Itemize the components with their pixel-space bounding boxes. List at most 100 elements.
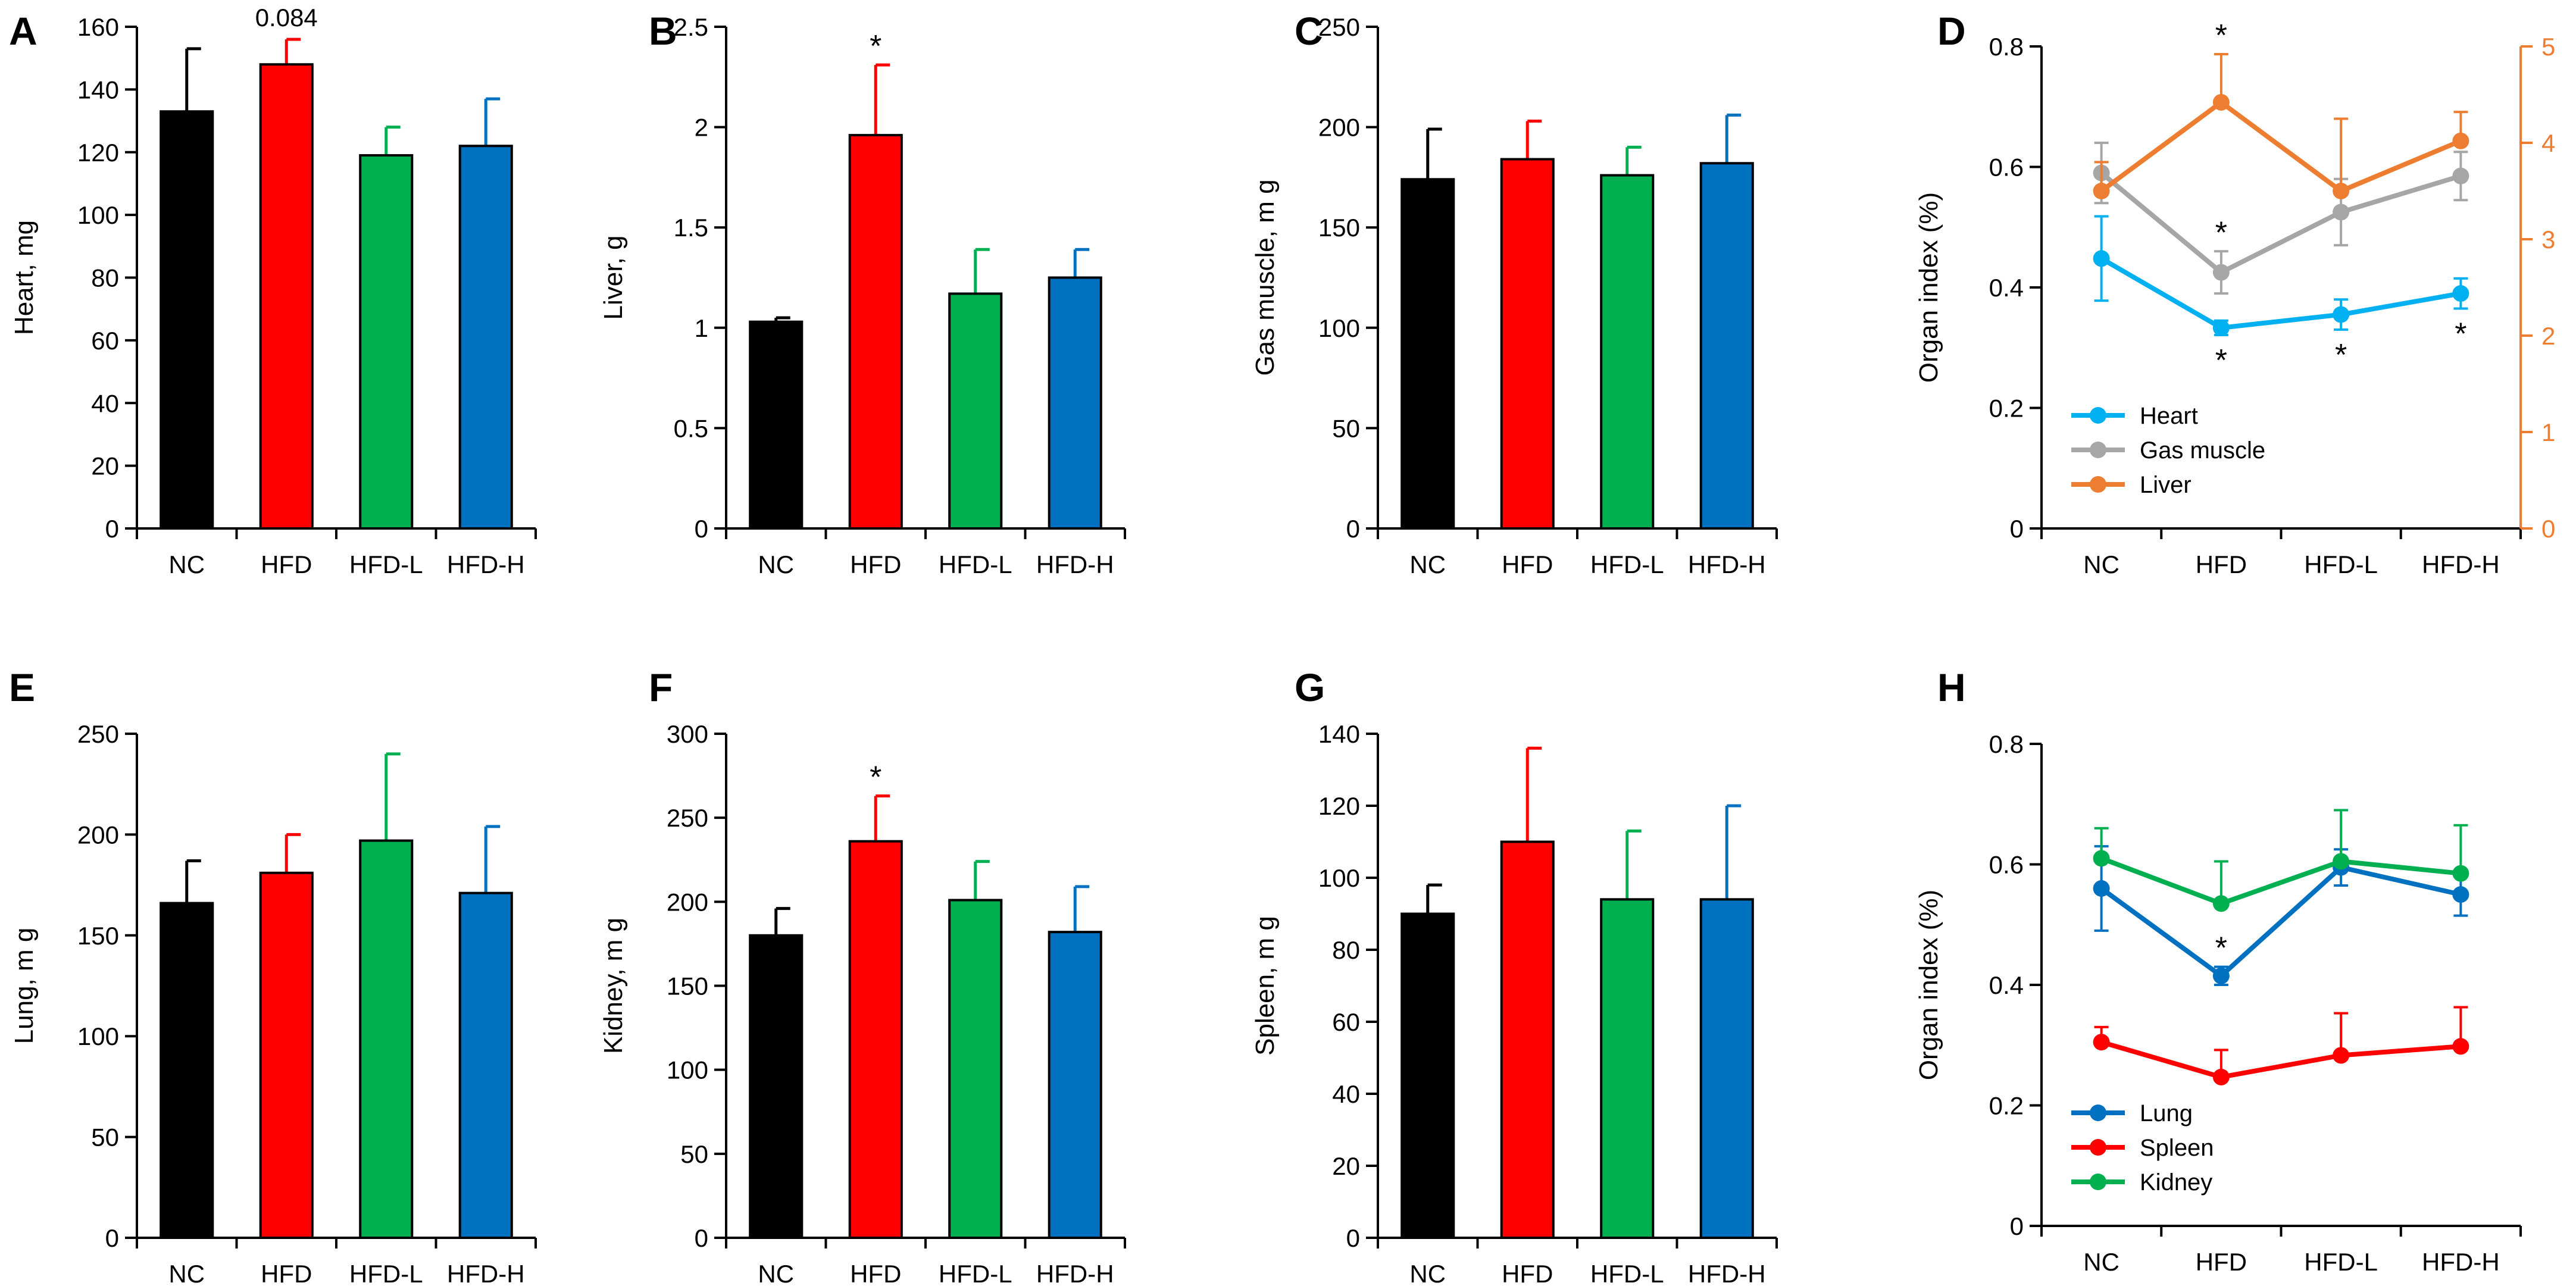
data-point (2212, 264, 2230, 281)
x-tick-label: HFD-L (2304, 1248, 2378, 1276)
data-point (2093, 880, 2110, 897)
y-tick-label: 0.4 (1989, 274, 2024, 302)
significance-star: * (2215, 215, 2227, 250)
x-tick-label: NC (1409, 1260, 1446, 1286)
x-tick-label: HFD-L (939, 1260, 1012, 1286)
series-line-spleen (2100, 1040, 2461, 1080)
legend-label: Liver (2140, 472, 2192, 498)
y-tick-label: 0.2 (1989, 395, 2024, 423)
legend-label: Lung (2140, 1100, 2193, 1127)
y-axis-title: Liver, g (599, 236, 628, 320)
x-tick-label: NC (1409, 550, 1446, 578)
data-point (2212, 1068, 2230, 1085)
x-tick-label: HFD (850, 1260, 901, 1286)
y-tick-label: 0.8 (1989, 730, 2024, 758)
data-point (2093, 183, 2110, 199)
y-tick-label: 1 (695, 314, 708, 342)
series-line-gas-muscle (2100, 171, 2462, 276)
significance-star: * (2455, 317, 2466, 351)
data-point (2093, 250, 2110, 267)
y-axis-title: Organ index (%) (1914, 890, 1943, 1080)
data-point (2093, 850, 2110, 867)
x-tick-label: HFD (261, 550, 312, 578)
x-tick-label: HFD (261, 1260, 312, 1286)
y-tick-label: 150 (667, 972, 708, 1000)
y-tick-label: 40 (91, 389, 119, 417)
y-axis-title: Gas muscle, m g (1251, 179, 1280, 376)
bar (1400, 178, 1455, 530)
bar-chart-C: 0 50 100 150 200 250 NC HFD HFD-L HFD-H Gas muscle… (1251, 9, 1778, 578)
data-point (2452, 285, 2469, 302)
legend-label: Spleen (2140, 1135, 2214, 1161)
x-tick-label: NC (2083, 550, 2119, 578)
y-tick-label: 0 (105, 515, 119, 543)
significance-star: * (2215, 18, 2227, 53)
y-tick-label: 0.6 (1989, 154, 2024, 182)
y-tick-label: 300 (667, 720, 708, 748)
x-tick-label: HFD-L (1590, 1260, 1664, 1286)
y-tick-label: 20 (1332, 1152, 1360, 1180)
legend-swatch-dot (2090, 476, 2106, 493)
y-tick-label: 0.5 (674, 414, 708, 442)
legend-swatch-dot (2090, 1174, 2106, 1190)
y2-tick-label: 4 (2541, 129, 2555, 157)
y-tick-label: 100 (77, 201, 119, 229)
y-tick-label: 0 (1346, 515, 1360, 543)
x-tick-label: NC (758, 1260, 794, 1286)
x-tick-label: NC (758, 550, 794, 578)
y-tick-label: 0 (695, 515, 708, 543)
y-tick-label: 120 (1318, 792, 1360, 820)
y-tick-label: 250 (77, 720, 119, 748)
y-tick-label: 60 (91, 327, 119, 355)
bar (1699, 898, 1754, 1240)
x-tick-label: HFD-L (349, 550, 423, 578)
bar (749, 934, 804, 1240)
y-tick-label: 50 (1332, 414, 1360, 442)
bar (458, 891, 513, 1239)
y-tick-label: 150 (77, 922, 119, 950)
y-tick-label: 160 (77, 13, 119, 41)
bar (1500, 840, 1555, 1239)
bar (1600, 898, 1655, 1240)
significance-label: * (870, 29, 881, 64)
bar (749, 320, 804, 530)
x-tick-label: HFD-L (2304, 550, 2378, 578)
significance-star: * (2215, 931, 2227, 966)
data-point (2333, 1047, 2350, 1064)
y-tick-label: 60 (1332, 1008, 1360, 1036)
bar-chart-B: 0 0.5 1 1.5 2 2.5 NC HFD HFD-L HFD-H Liver, g B * (599, 9, 1126, 578)
data-point (2452, 167, 2469, 184)
x-tick-label: HFD-H (1688, 1260, 1766, 1286)
x-tick-label: HFD-H (2422, 1248, 2500, 1276)
y-tick-label: 80 (1332, 936, 1360, 964)
data-point (2333, 204, 2350, 221)
y-tick-label: 50 (91, 1124, 119, 1152)
data-point (2452, 1038, 2469, 1055)
bar (948, 899, 1003, 1239)
bar (1400, 912, 1455, 1239)
y-tick-label: 100 (1318, 864, 1360, 892)
y2-tick-label: 1 (2541, 418, 2555, 446)
x-tick-label: HFD-H (1036, 550, 1114, 578)
data-point (2212, 93, 2230, 111)
y-tick-label: 250 (1318, 13, 1360, 41)
line-chart-D: 0 0.2 0.4 0.6 0.8 NC HFD HFD-L HFD-H Organ index … (1914, 9, 2555, 578)
x-tick-label: HFD-H (2422, 550, 2500, 578)
y-axis-title: Kidney, m g (599, 918, 628, 1054)
y2-tick-label: 3 (2541, 226, 2555, 254)
y-tick-label: 50 (680, 1140, 708, 1168)
y-tick-label: 200 (667, 888, 708, 916)
panel-letter: C (1295, 9, 1323, 53)
y-tick-label: 2.5 (674, 13, 708, 41)
line-chart-H: 0 0.2 0.4 0.6 0.8 NC HFD HFD-L HFD-H Organ index … (1914, 665, 2522, 1276)
legend-swatch-dot (2090, 1139, 2106, 1156)
x-tick-label: HFD (2196, 1248, 2247, 1276)
y-tick-label: 0 (695, 1224, 708, 1252)
y-tick-label: 1.5 (674, 214, 708, 242)
significance-star: * (2215, 343, 2227, 378)
bar (1048, 276, 1102, 530)
y-tick-label: 150 (1318, 214, 1360, 242)
panel-letter: F (649, 665, 673, 709)
y-tick-label: 100 (77, 1022, 119, 1050)
